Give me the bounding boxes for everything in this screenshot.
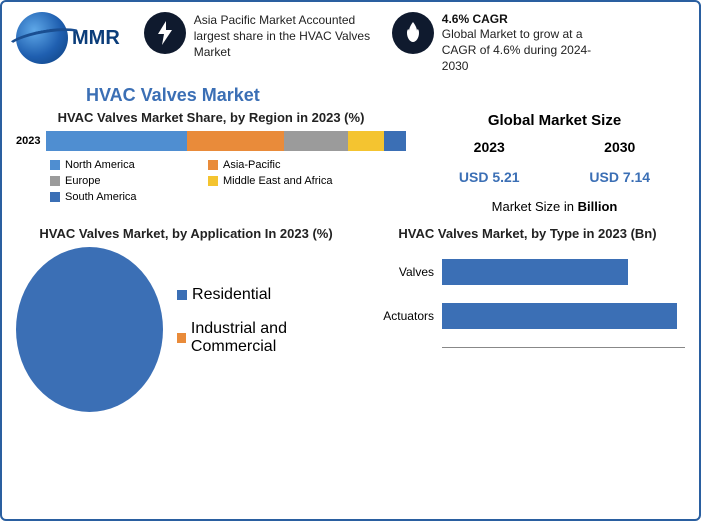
application-chart-block: HVAC Valves Market, by Application In 20… (16, 226, 356, 412)
region-row-label: 2023 (16, 135, 40, 147)
gms-title: Global Market Size (424, 112, 685, 129)
bottom-row: HVAC Valves Market, by Application In 20… (16, 226, 685, 412)
swatch-icon (50, 176, 60, 186)
region-seg (348, 131, 384, 151)
region-legend: North America Asia-Pacific Europe Middle Ea… (50, 159, 406, 203)
legend-label: Europe (65, 175, 100, 187)
type-chart-block: HVAC Valves Market, by Type in 2023 (Bn)… (370, 226, 685, 412)
badge-cagr-text: Global Market to grow at a CAGR of 4.6% … (442, 26, 612, 75)
gms-val-0: USD 5.21 (459, 169, 520, 185)
region-seg (46, 131, 186, 151)
hbar-fill (442, 303, 677, 329)
application-chart-title: HVAC Valves Market, by Application In 20… (16, 226, 356, 241)
gms-unit-prefix: Market Size in (492, 199, 578, 214)
hbar-row: Actuators (370, 303, 685, 329)
stacked-bar-track (46, 131, 406, 151)
hbar-track (442, 303, 685, 329)
swatch-icon (50, 160, 60, 170)
gms-val-1: USD 7.14 (589, 169, 650, 185)
region-seg (284, 131, 349, 151)
region-chart-title: HVAC Valves Market Share, by Region in 2… (16, 110, 406, 125)
bolt-icon (144, 12, 186, 54)
gms-values: USD 5.21 USD 7.14 (424, 169, 685, 185)
logo: MMR (16, 12, 120, 64)
swatch-icon (177, 290, 187, 300)
hbar-fill (442, 259, 628, 285)
application-legend: Residential Industrial and Commercial (177, 286, 356, 372)
legend-item: South America (50, 191, 190, 203)
swatch-icon (177, 333, 186, 343)
legend-item: Europe (50, 175, 190, 187)
gms-year-0: 2023 (474, 139, 505, 155)
badge-cagr: 4.6% CAGR Global Market to grow at a CAG… (392, 12, 612, 75)
mid-row: HVAC Valves Market Share, by Region in 2… (16, 110, 685, 214)
legend-label: Middle East and Africa (223, 175, 332, 187)
badge-cagr-title: 4.6% CAGR (442, 12, 612, 26)
legend-item: Industrial and Commercial (177, 320, 356, 356)
region-stacked-bar: 2023 (16, 131, 406, 151)
gms-unit-bold: Billion (578, 199, 618, 214)
pie-row: Residential Industrial and Commercial (16, 247, 356, 412)
infographic-frame: MMR Asia Pacific Market Accounted larges… (0, 0, 701, 521)
legend-label: Industrial and Commercial (191, 320, 356, 356)
swatch-icon (50, 192, 60, 202)
region-seg (187, 131, 284, 151)
type-chart-title: HVAC Valves Market, by Type in 2023 (Bn) (370, 226, 685, 241)
type-hbars: Valves Actuators (370, 259, 685, 329)
flame-icon (392, 12, 434, 54)
globe-icon (16, 12, 68, 64)
badge-asia: Asia Pacific Market Accounted largest sh… (144, 12, 382, 61)
type-axis (442, 347, 685, 348)
hbar-label: Valves (370, 265, 434, 279)
gms-years: 2023 2030 (424, 139, 685, 155)
application-pie (16, 247, 163, 412)
legend-item: Residential (177, 286, 356, 304)
legend-label: Residential (192, 286, 271, 304)
badge-cagr-body: 4.6% CAGR Global Market to grow at a CAG… (442, 12, 612, 75)
legend-label: Asia-Pacific (223, 159, 280, 171)
legend-label: North America (65, 159, 135, 171)
swoosh-icon (5, 23, 86, 58)
hbar-row: Valves (370, 259, 685, 285)
legend-item: North America (50, 159, 190, 171)
region-seg (384, 131, 406, 151)
legend-label: South America (65, 191, 137, 203)
gms-year-1: 2030 (604, 139, 635, 155)
page-title: HVAC Valves Market (86, 85, 685, 106)
hbar-label: Actuators (370, 309, 434, 323)
hbar-track (442, 259, 685, 285)
header-row: MMR Asia Pacific Market Accounted larges… (16, 12, 685, 75)
swatch-icon (208, 160, 218, 170)
swatch-icon (208, 176, 218, 186)
global-market-size-block: Global Market Size 2023 2030 USD 5.21 US… (424, 110, 685, 214)
gms-unit: Market Size in Billion (424, 199, 685, 214)
legend-item: Middle East and Africa (208, 175, 348, 187)
legend-item: Asia-Pacific (208, 159, 348, 171)
region-chart-block: HVAC Valves Market Share, by Region in 2… (16, 110, 406, 214)
badge-asia-text: Asia Pacific Market Accounted largest sh… (194, 12, 382, 61)
